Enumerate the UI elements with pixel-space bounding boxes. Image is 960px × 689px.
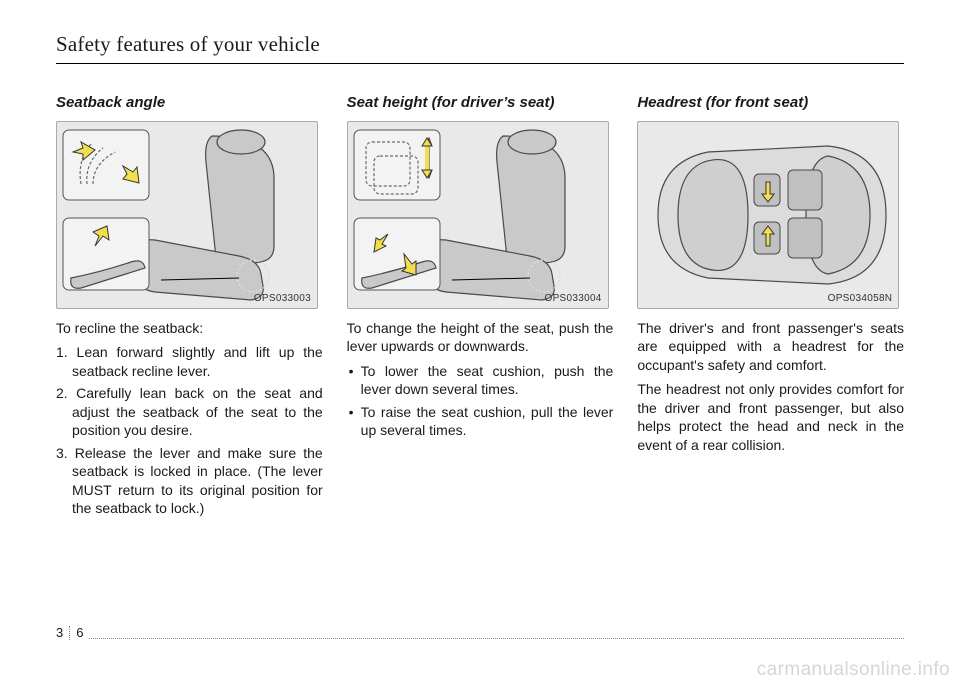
column-headrest: Headrest (for front seat) (637, 94, 904, 522)
seat-height-illustration (348, 122, 608, 308)
column-seat-height: Seat height (for driver’s seat) (347, 94, 614, 522)
figure-code: OPS033004 (544, 293, 601, 304)
figure-code: OPS034058N (828, 293, 893, 304)
page-num-sep (69, 626, 70, 640)
step-item: 1. Lean forward slightly and lift up the… (56, 343, 323, 380)
car-top-illustration (638, 122, 898, 308)
heading-headrest: Headrest (for front seat) (637, 94, 904, 111)
column-seatback-angle: Seatback angle (56, 94, 323, 522)
figure-code: OPS033003 (254, 293, 311, 304)
intro-text: To recline the seatback: (56, 319, 323, 337)
step-item: 2. Carefully lean back on the seat and a… (56, 384, 323, 439)
manual-page: Safety features of your vehicle Seatback… (0, 0, 960, 689)
seat-seatback-illustration (57, 122, 317, 308)
figure-headrest: OPS034058N (637, 121, 899, 309)
figure-seatback-angle: OPS033003 (56, 121, 318, 309)
step-item: 3. Release the lever and make sure the s… (56, 444, 323, 518)
page-number-value: 6 (76, 625, 83, 640)
para-text: The headrest not only provides comfort f… (637, 380, 904, 454)
header-title: Safety features of your vehicle (56, 32, 320, 56)
para-text: The driver's and front passenger's seats… (637, 319, 904, 374)
bullet-item: To lower the seat cushion, push the leve… (347, 362, 614, 399)
intro-text: To change the height of the seat, push t… (347, 319, 614, 356)
bullet-list: To lower the seat cushion, push the leve… (347, 362, 614, 440)
heading-seat-height: Seat height (for driver’s seat) (347, 94, 614, 111)
section-number: 3 (56, 625, 63, 640)
watermark: carmanualsonline.info (757, 659, 950, 681)
heading-seatback-angle: Seatback angle (56, 94, 323, 111)
bullet-item: To raise the seat cushion, pull the leve… (347, 403, 614, 440)
figure-seat-height: OPS033004 (347, 121, 609, 309)
content-columns: Seatback angle (56, 94, 904, 522)
page-number: 3 6 (56, 625, 89, 640)
numbered-steps: 1. Lean forward slightly and lift up the… (56, 343, 323, 517)
page-header: Safety features of your vehicle (56, 32, 904, 64)
page-footer: 3 6 (56, 638, 904, 639)
